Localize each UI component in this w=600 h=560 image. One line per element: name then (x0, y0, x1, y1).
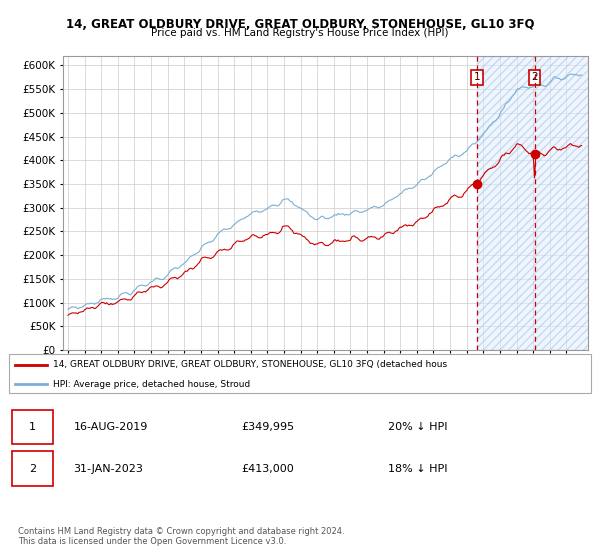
Text: 1: 1 (474, 72, 481, 82)
Text: 31-JAN-2023: 31-JAN-2023 (74, 464, 143, 474)
FancyBboxPatch shape (12, 451, 53, 486)
FancyBboxPatch shape (12, 410, 53, 444)
Text: 14, GREAT OLDBURY DRIVE, GREAT OLDBURY, STONEHOUSE, GL10 3FQ (detached hous: 14, GREAT OLDBURY DRIVE, GREAT OLDBURY, … (53, 360, 447, 369)
Text: £349,995: £349,995 (241, 422, 295, 432)
Text: 14, GREAT OLDBURY DRIVE, GREAT OLDBURY, STONEHOUSE, GL10 3FQ: 14, GREAT OLDBURY DRIVE, GREAT OLDBURY, … (66, 18, 534, 31)
Text: £413,000: £413,000 (241, 464, 294, 474)
Text: Contains HM Land Registry data © Crown copyright and database right 2024.
This d: Contains HM Land Registry data © Crown c… (18, 526, 344, 546)
Text: 1: 1 (29, 422, 36, 432)
Text: 16-AUG-2019: 16-AUG-2019 (74, 422, 148, 432)
Text: 2: 2 (531, 72, 538, 82)
Text: Price paid vs. HM Land Registry's House Price Index (HPI): Price paid vs. HM Land Registry's House … (151, 28, 449, 38)
Text: 18% ↓ HPI: 18% ↓ HPI (388, 464, 448, 474)
Text: 20% ↓ HPI: 20% ↓ HPI (388, 422, 448, 432)
Text: 2: 2 (29, 464, 36, 474)
Bar (477, 56, 592, 350)
Text: HPI: Average price, detached house, Stroud: HPI: Average price, detached house, Stro… (53, 380, 250, 389)
FancyBboxPatch shape (9, 354, 591, 393)
